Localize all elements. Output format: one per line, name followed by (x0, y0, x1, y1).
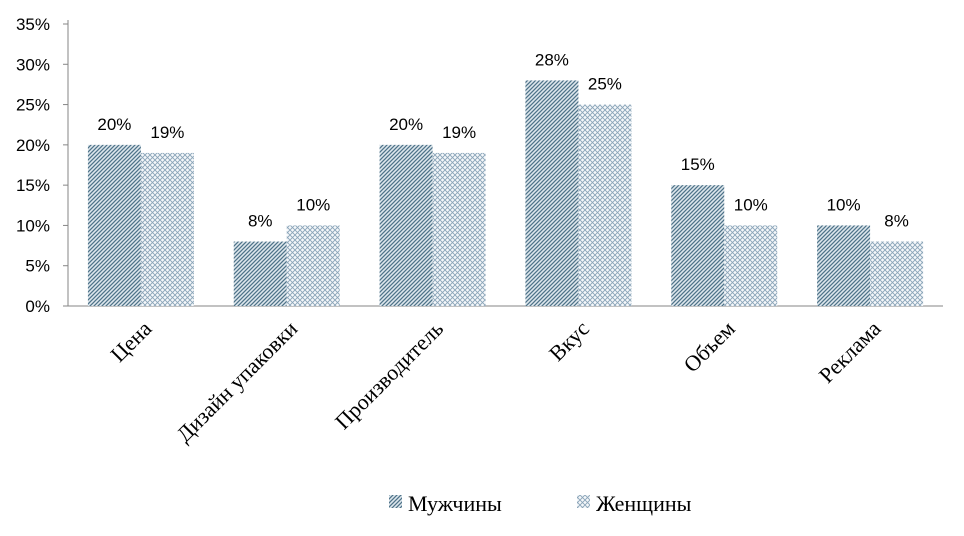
category-label: Производитель (330, 316, 448, 434)
bar-men (233, 241, 287, 306)
bar-women (870, 241, 924, 306)
chart-data-labels: 20% 8% 20% 28% 15% 10% 19% 10% 19% 25% 10% 8% (97, 50, 908, 230)
bar-men (379, 144, 433, 306)
category-label: Дизайн упаковки (171, 316, 302, 447)
bar-women (578, 104, 632, 306)
category-label: Реклама (814, 316, 886, 388)
legend-label: Женщины (596, 491, 692, 516)
bar-men (671, 185, 725, 306)
legend-label: Мужчины (408, 491, 502, 516)
y-tick-label: 30% (16, 55, 50, 74)
y-tick-label: 20% (16, 136, 50, 155)
data-label: 28% (535, 50, 569, 69)
legend-swatch (577, 495, 590, 508)
bar-women (724, 225, 778, 306)
bar-women (140, 152, 194, 306)
chart-axes: 0% 5% 10% 15% 20% 25% 30% 35% (16, 15, 943, 316)
y-tick-label: 10% (16, 216, 50, 235)
data-label: 10% (827, 195, 861, 214)
legend-swatch (389, 495, 402, 508)
y-tick-label: 35% (16, 15, 50, 34)
chart-bars (87, 80, 924, 307)
data-label: 20% (389, 115, 423, 134)
data-label: 19% (442, 123, 476, 142)
data-label: 8% (248, 212, 273, 231)
data-label: 8% (884, 212, 909, 231)
chart-category-labels: Цена Дизайн упаковки Производитель Вкус Объе… (105, 316, 885, 447)
data-label: 10% (296, 195, 330, 214)
y-tick-label: 0% (25, 297, 50, 316)
data-label: 10% (734, 195, 768, 214)
bar-women (432, 152, 486, 306)
data-label: 20% (97, 115, 131, 134)
y-tick-label: 15% (16, 176, 50, 195)
data-label: 25% (588, 75, 622, 94)
bar-men (817, 225, 871, 306)
y-tick-label: 5% (25, 257, 50, 276)
data-label: 15% (681, 155, 715, 174)
chart-legend: Мужчины Женщины (389, 491, 692, 516)
bar-women (286, 225, 340, 306)
y-tick-label: 25% (16, 96, 50, 115)
category-label: Объем (679, 316, 740, 377)
category-label: Цена (105, 316, 156, 367)
bar-men (87, 144, 141, 306)
bar-men (525, 80, 579, 307)
category-label: Вкус (544, 316, 594, 366)
data-label: 19% (150, 123, 184, 142)
